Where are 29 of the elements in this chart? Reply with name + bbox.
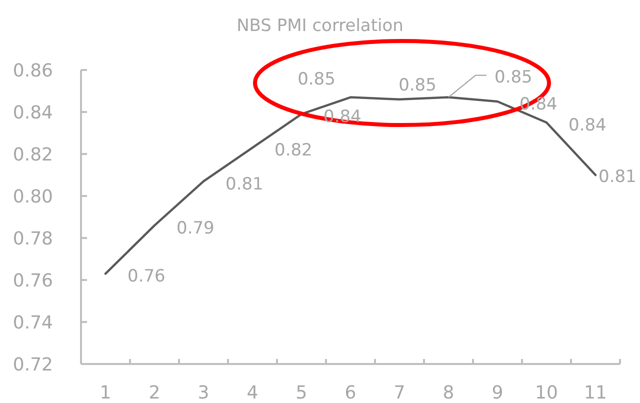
x-tick-label: 11 xyxy=(584,382,607,403)
data-label: 0.82 xyxy=(274,140,312,161)
data-label: 0.76 xyxy=(128,266,166,287)
data-label: 0.81 xyxy=(598,166,636,187)
y-tick-label: 0.74 xyxy=(12,312,53,334)
y-tick-label: 0.82 xyxy=(12,144,53,166)
data-label: 0.84 xyxy=(568,115,606,136)
y-tick-label: 0.80 xyxy=(12,186,53,208)
y-tick-label: 0.84 xyxy=(12,102,53,124)
data-label: 0.85 xyxy=(494,67,532,88)
x-tick-label: 4 xyxy=(246,382,258,403)
y-tick-label: 0.86 xyxy=(12,60,53,82)
y-tick-label: 0.72 xyxy=(12,354,53,376)
x-tick-label: 8 xyxy=(442,382,454,403)
x-tick-label: 2 xyxy=(148,382,160,403)
data-label: 0.79 xyxy=(176,218,214,238)
x-tick-label: 3 xyxy=(198,382,210,403)
x-tick-label: 1 xyxy=(100,382,112,403)
data-label: 0.85 xyxy=(298,69,336,90)
x-tick-label: 5 xyxy=(296,382,308,403)
y-tick-label: 0.76 xyxy=(12,270,53,292)
x-tick-label: 7 xyxy=(394,382,406,403)
x-tick-label: 6 xyxy=(344,382,356,403)
data-label: 0.81 xyxy=(226,174,264,194)
y-tick-label: 0.78 xyxy=(12,228,53,250)
x-tick-label: 10 xyxy=(535,382,558,403)
x-tick-label: 9 xyxy=(492,382,504,403)
chart-title: NBS PMI correlation xyxy=(236,16,404,36)
data-label: 0.85 xyxy=(398,75,436,96)
